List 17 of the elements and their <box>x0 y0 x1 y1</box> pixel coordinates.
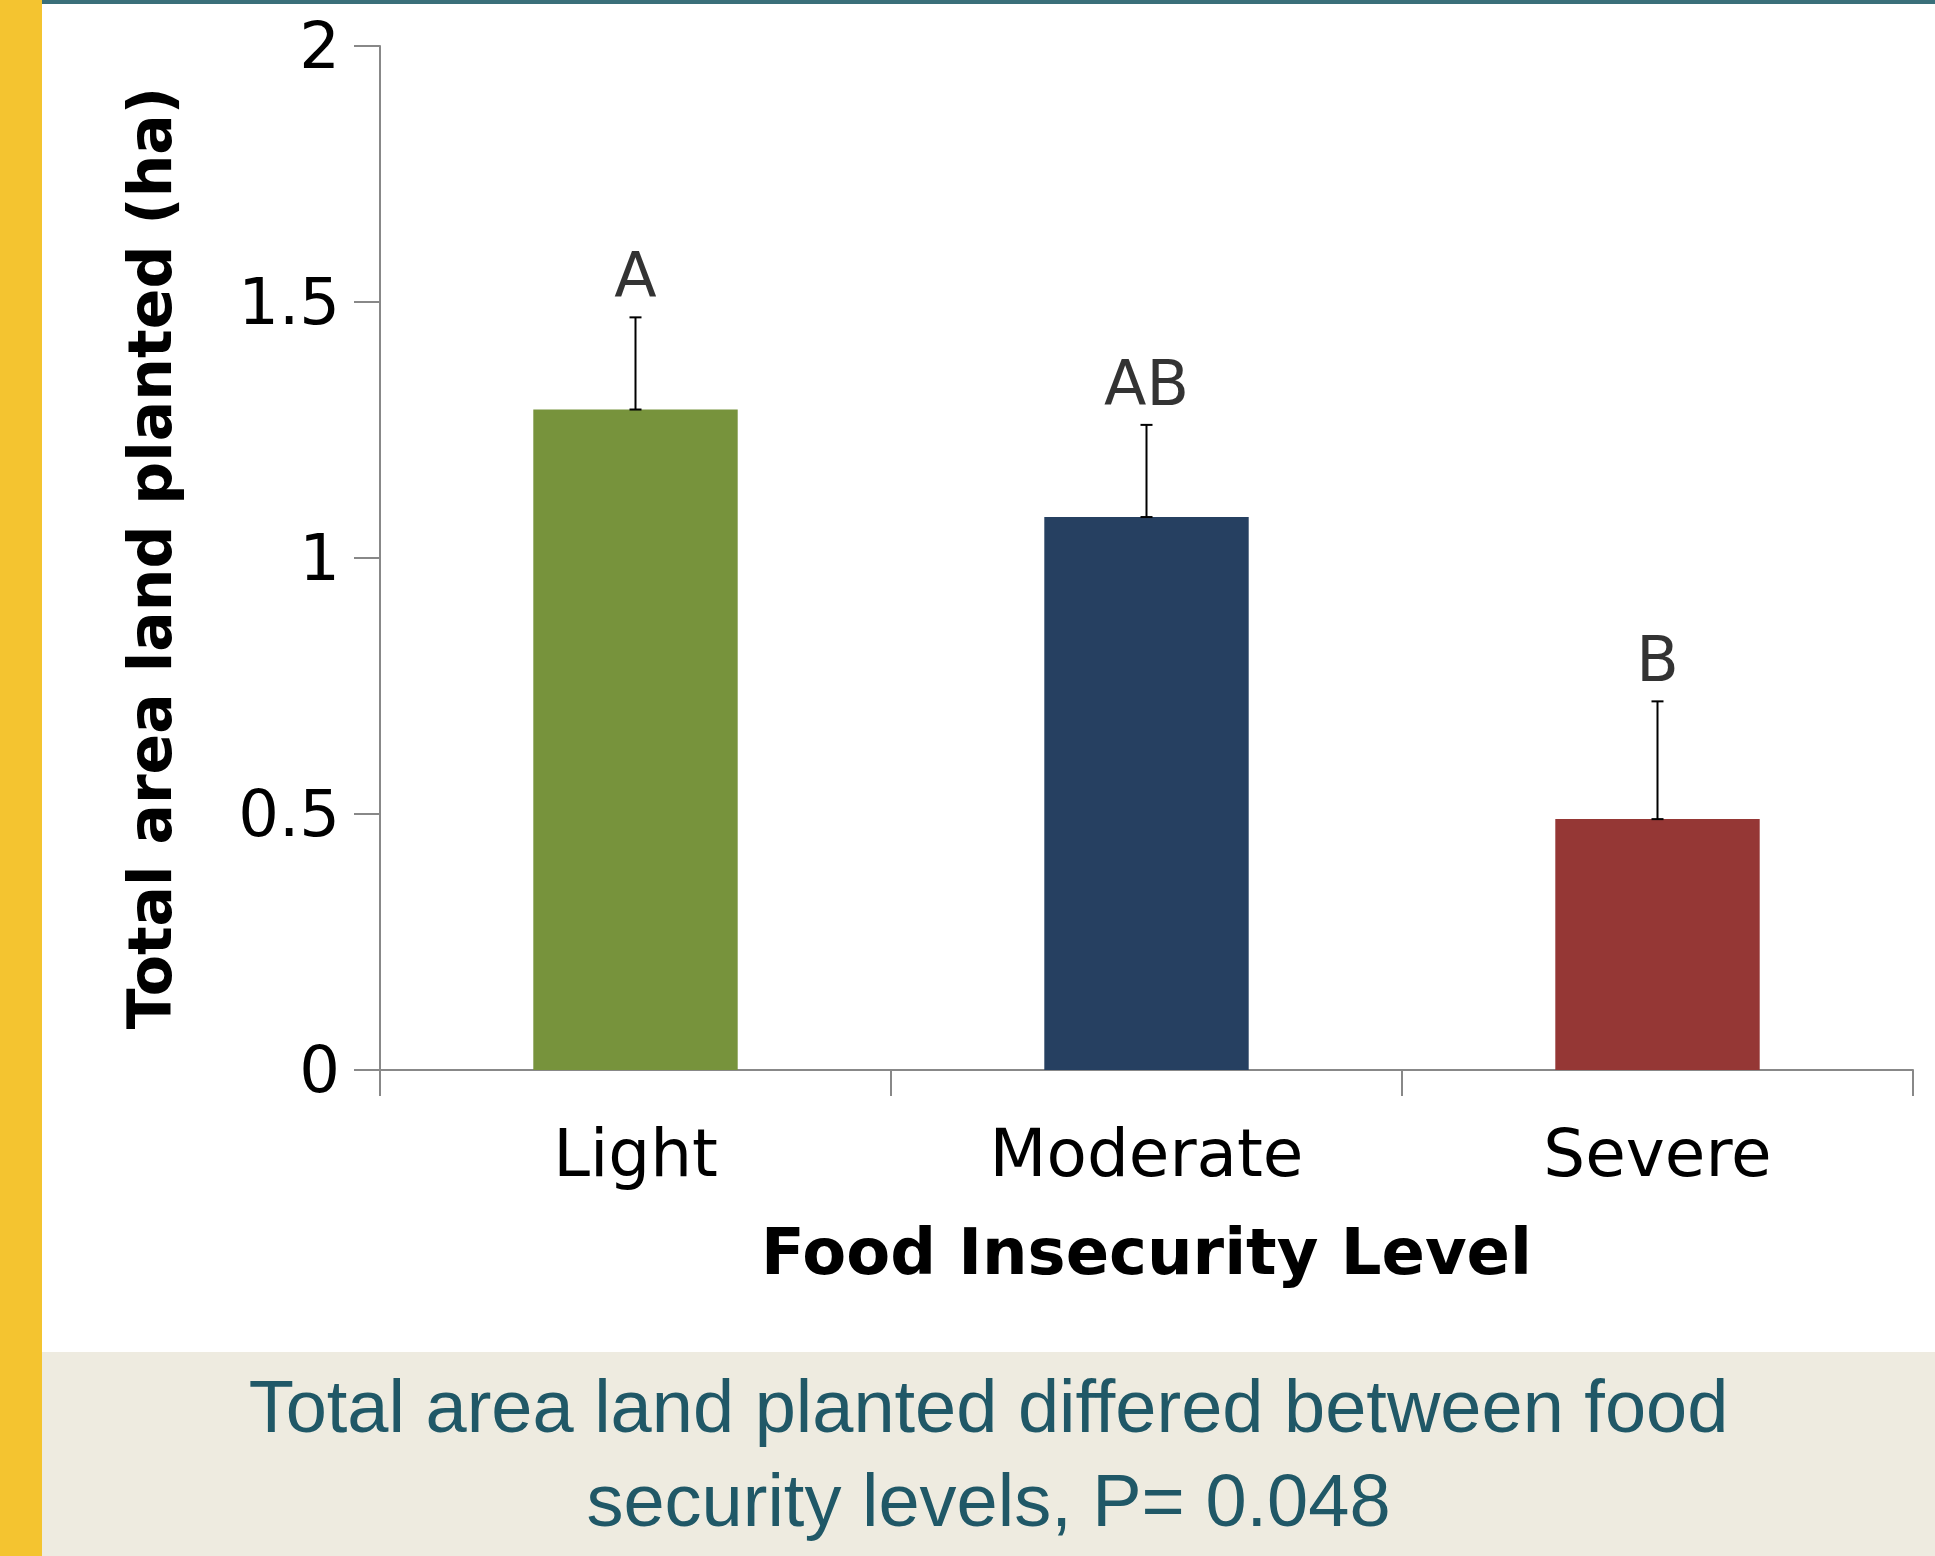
annotation: B <box>1636 623 1679 697</box>
x-tick-label: Severe <box>1543 1114 1772 1192</box>
annotation: AB <box>1104 346 1189 420</box>
y-axis-title: Total area land planted (ha) <box>115 86 185 1030</box>
text: Total area land planted differed between food security levels, P= 0.048 <box>42 1352 1935 1556</box>
x-tick-label: Moderate <box>989 1114 1304 1192</box>
bar <box>1555 819 1760 1070</box>
y-tick-label: 1.5 <box>238 265 340 339</box>
annotation: A <box>614 239 657 313</box>
bar <box>1044 517 1249 1070</box>
y-tick-label: 2 <box>299 9 340 83</box>
bar <box>533 409 738 1070</box>
y-tick-label: 0.5 <box>238 777 340 851</box>
y-tick-label: 0 <box>299 1033 340 1107</box>
x-axis-title: Food Insecurity Level <box>761 1215 1532 1289</box>
x-tick-label: Light <box>553 1114 718 1192</box>
y-tick-label: 1 <box>299 521 340 595</box>
